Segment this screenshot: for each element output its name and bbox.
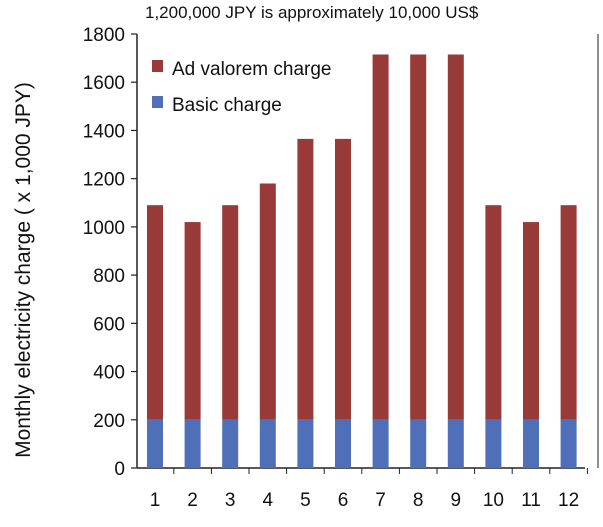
- bar-ad-valorem-charge: [560, 205, 577, 420]
- y-tick-label: 1200: [83, 170, 125, 191]
- bar-basic-charge: [335, 419, 351, 468]
- x-tick-label: 3: [225, 490, 236, 511]
- x-tick-label: 10: [483, 490, 504, 511]
- axes: [131, 33, 599, 474]
- bar-ad-valorem-charge: [372, 54, 389, 420]
- x-tick-label: 9: [451, 490, 462, 511]
- y-axis-label: Monthly electricity charge ( x 1,000 JPY…: [12, 82, 35, 458]
- x-tick-label: 1: [150, 490, 161, 511]
- y-tick-label: 200: [93, 411, 125, 432]
- bar-basic-charge: [297, 419, 314, 468]
- chart-title: 1,200,000 JPY is approximately 10,000 US…: [145, 3, 479, 22]
- bar-ad-valorem-charge: [485, 205, 502, 420]
- legend-label: Ad valorem charge: [172, 59, 331, 80]
- legend-swatch: [152, 96, 163, 108]
- y-tick-label: 1400: [83, 121, 125, 142]
- bar-basic-charge: [560, 419, 577, 468]
- x-tick-label: 11: [521, 490, 541, 511]
- bar-ad-valorem-charge: [147, 205, 163, 420]
- x-tick-label: 12: [558, 490, 579, 511]
- bars: [147, 54, 577, 468]
- bar-basic-charge: [372, 419, 389, 468]
- bar-basic-charge: [485, 419, 502, 468]
- bar-basic-charge: [147, 419, 163, 468]
- bar-ad-valorem-charge: [410, 54, 427, 420]
- legend-swatch: [152, 60, 163, 72]
- bar-ad-valorem-charge: [297, 138, 314, 420]
- bar-ad-valorem-charge: [447, 54, 464, 420]
- bar-ad-valorem-charge: [222, 205, 239, 420]
- y-tick-label: 1800: [83, 25, 125, 46]
- y-tick-label: 400: [93, 363, 125, 384]
- y-tick-label: 0: [114, 459, 125, 480]
- x-tick-label: 8: [413, 490, 424, 511]
- bar-ad-valorem-charge: [523, 222, 539, 420]
- bar-basic-charge: [222, 419, 239, 468]
- x-tick-label: 6: [338, 490, 349, 511]
- y-tick-label: 600: [93, 314, 125, 335]
- legend: Ad valorem charge Basic charge: [152, 59, 331, 116]
- bar-ad-valorem-charge: [335, 138, 351, 420]
- bar-ad-valorem-charge: [259, 183, 276, 420]
- y-tick-label: 1600: [83, 73, 125, 94]
- x-tick-label: 2: [187, 490, 198, 511]
- bar-ad-valorem-charge: [184, 222, 201, 420]
- bar-basic-charge: [259, 419, 276, 468]
- bar-basic-charge: [523, 419, 539, 468]
- bar-basic-charge: [184, 419, 201, 468]
- bar-basic-charge: [447, 419, 464, 468]
- x-tick-label: 5: [300, 490, 311, 511]
- x-tick-label: 4: [263, 490, 274, 511]
- y-tick-label: 1000: [83, 218, 125, 239]
- x-tick-label: 7: [375, 490, 386, 511]
- legend-label: Basic charge: [172, 95, 282, 116]
- y-tick-label: 800: [93, 266, 125, 287]
- bar-basic-charge: [410, 419, 427, 468]
